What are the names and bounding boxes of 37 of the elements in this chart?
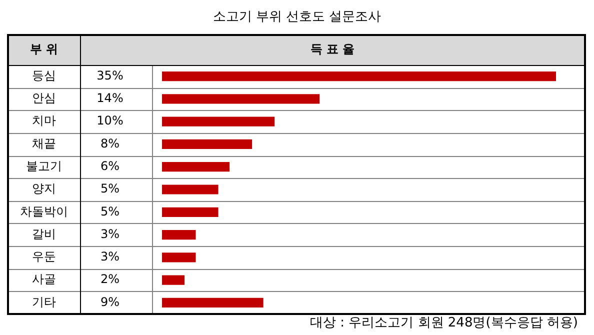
data-label: 8% <box>100 136 120 150</box>
chart-title: 소고기 부위 선호도 설문조사 <box>212 9 382 24</box>
y-tick-label: 기타 <box>32 294 56 309</box>
bar <box>162 230 196 240</box>
data-label: 6% <box>100 158 120 173</box>
bar <box>162 298 264 308</box>
bar <box>162 184 218 194</box>
y-tick-label: 등심 <box>32 68 56 82</box>
y-tick-label: 갈비 <box>32 226 56 241</box>
y-tick-label: 치마 <box>32 114 56 128</box>
bar <box>162 207 218 217</box>
bar <box>162 94 320 104</box>
bar <box>162 252 196 262</box>
y-tick-label: 안심 <box>32 91 56 106</box>
y-tick-label: 양지 <box>32 182 56 196</box>
data-label: 2% <box>100 272 120 286</box>
data-label: 14% <box>96 91 124 106</box>
bar <box>162 139 252 150</box>
y-axis-title: 부 위 <box>30 42 58 56</box>
data-label: 5% <box>100 182 120 196</box>
bar <box>162 116 275 126</box>
data-label: 35% <box>96 68 124 82</box>
data-label: 9% <box>100 294 120 309</box>
bar <box>162 275 185 285</box>
data-label: 3% <box>100 226 120 241</box>
x-axis-title: 득 표 율 <box>310 42 355 56</box>
bar <box>162 162 230 172</box>
data-label: 10% <box>96 114 124 128</box>
y-tick-label: 불고기 <box>26 158 62 173</box>
y-tick-label: 채끝 <box>32 136 56 150</box>
y-tick-label: 차돌박이 <box>20 204 68 218</box>
y-tick-label: 사골 <box>32 272 56 286</box>
text: 대상 : 우리소고기 회원 248명(복수응답 허용) <box>310 315 578 330</box>
y-tick-label: 우둔 <box>32 250 56 264</box>
data-label: 3% <box>100 250 120 264</box>
bar <box>162 72 556 82</box>
data-label: 5% <box>100 204 120 218</box>
